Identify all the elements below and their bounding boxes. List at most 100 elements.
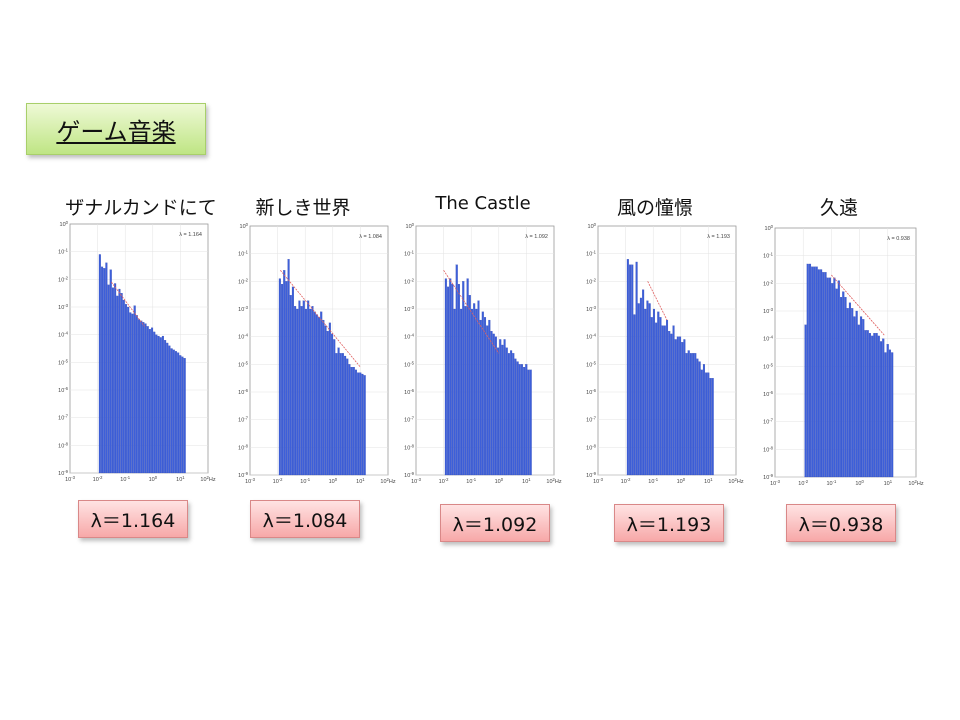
histogram-bar xyxy=(361,373,364,476)
histogram-bar xyxy=(140,320,143,474)
histogram-bar xyxy=(808,263,812,478)
histogram-bar xyxy=(804,324,807,478)
histogram-bar xyxy=(451,283,454,476)
lambda-annotation: λ = 1.164 xyxy=(179,232,202,238)
histogram-bar xyxy=(155,334,158,474)
histogram-bar xyxy=(354,369,357,476)
histogram-bar xyxy=(331,333,334,476)
histogram-bar xyxy=(105,262,108,474)
histogram-bar xyxy=(520,364,523,476)
song-title-4: 風の憧憬 xyxy=(616,197,694,219)
histogram-bar xyxy=(157,335,160,474)
x-tick-label: 10-3 xyxy=(65,475,76,483)
histogram-bar xyxy=(138,319,141,474)
histogram-bar xyxy=(328,322,331,476)
y-tick-label: 10-1 xyxy=(238,250,249,258)
histogram-bar xyxy=(103,268,106,474)
histogram-bar xyxy=(462,281,465,476)
histogram-bar xyxy=(289,295,292,476)
x-tick-label: 102Hz xyxy=(728,477,743,485)
histogram-bar xyxy=(486,325,489,476)
x-tick-label: 102Hz xyxy=(200,475,215,483)
x-tick-label: 10-1 xyxy=(300,477,311,485)
histogram-bar xyxy=(700,369,703,476)
histogram-bar xyxy=(650,317,653,476)
y-tick-label: 10-6 xyxy=(586,388,597,396)
y-tick-label: 10-7 xyxy=(586,416,597,424)
x-tick-label: 101 xyxy=(356,477,365,485)
histogram-bar xyxy=(813,266,816,478)
y-tick-label: 10-2 xyxy=(238,277,249,285)
histogram-bar xyxy=(107,284,110,474)
histogram-bar xyxy=(341,353,344,476)
histogram-bar xyxy=(844,297,847,478)
histogram-bar xyxy=(639,297,642,476)
x-tick-label: 10-1 xyxy=(466,477,477,485)
y-tick-label: 10-8 xyxy=(58,441,69,449)
histogram-bar xyxy=(888,349,891,478)
histogram-bar xyxy=(633,314,636,476)
y-tick-label: 10-9 xyxy=(404,471,415,479)
histogram-bar xyxy=(884,352,887,478)
histogram-bar xyxy=(514,358,517,476)
y-tick-label: 100 xyxy=(240,222,249,230)
histogram-bar xyxy=(344,355,347,476)
y-tick-label: 10-6 xyxy=(238,388,249,396)
histogram-bar xyxy=(806,263,809,478)
histogram-bar xyxy=(891,352,894,478)
lambda-annotation: λ = 1.193 xyxy=(707,234,730,240)
histogram-bar xyxy=(503,339,506,476)
histogram-bar xyxy=(444,278,447,476)
fit-line xyxy=(831,274,886,337)
y-tick-label: 10-5 xyxy=(58,358,69,366)
histogram-bar xyxy=(296,308,299,476)
histogram-bar xyxy=(148,329,151,474)
histogram-bar xyxy=(692,353,695,476)
chart-3: 10010-110-210-310-410-510-610-710-810-91… xyxy=(404,222,562,485)
histogram-bar xyxy=(707,372,710,476)
histogram-bar xyxy=(501,344,504,476)
slide-title: ゲーム音楽 xyxy=(56,117,176,146)
y-tick-label: 10-4 xyxy=(763,335,774,343)
x-tick-label: 10-2 xyxy=(798,479,809,487)
y-tick-label: 10-5 xyxy=(404,360,415,368)
histogram-bar xyxy=(689,353,692,476)
histogram-bar xyxy=(287,259,290,476)
histogram-bar xyxy=(309,308,312,476)
y-tick-label: 10-7 xyxy=(404,416,415,424)
histogram-bar xyxy=(676,336,679,476)
y-tick-label: 10-2 xyxy=(404,277,415,285)
chart-5: 10010-110-210-310-410-510-610-710-810-91… xyxy=(763,224,924,487)
histogram-bar xyxy=(313,311,316,476)
histogram-bar xyxy=(151,327,154,474)
histogram-bar xyxy=(283,270,286,476)
histogram-bar xyxy=(337,347,340,476)
histogram-bar xyxy=(166,342,169,474)
histogram-bar xyxy=(497,347,500,476)
histogram-bar xyxy=(831,283,834,478)
y-tick-label: 10-3 xyxy=(763,307,774,315)
histogram-bar xyxy=(681,342,684,476)
histogram-bar xyxy=(118,288,121,474)
histogram-bar xyxy=(880,341,883,478)
histogram-bar xyxy=(490,331,493,476)
lambda-box-2: λ＝1.084 xyxy=(250,500,360,538)
histogram-bar xyxy=(484,317,487,476)
histogram-bar xyxy=(666,319,669,476)
histogram-bar xyxy=(529,369,532,476)
x-tick-label: 10-1 xyxy=(120,475,131,483)
histogram-bar xyxy=(120,293,123,474)
y-tick-label: 10-7 xyxy=(58,414,69,422)
histogram-bar xyxy=(661,325,664,476)
y-tick-label: 10-9 xyxy=(58,469,69,477)
histogram-bar xyxy=(853,316,856,478)
histogram-bar xyxy=(447,286,450,476)
histogram-bar xyxy=(460,308,463,476)
histogram-bar xyxy=(840,297,843,478)
histogram-bar xyxy=(122,299,125,474)
histogram-bar xyxy=(817,269,820,478)
histogram-bar xyxy=(481,311,484,476)
x-tick-label: 102Hz xyxy=(908,479,923,487)
histogram-bar xyxy=(510,350,513,476)
y-tick-label: 10-7 xyxy=(238,416,249,424)
